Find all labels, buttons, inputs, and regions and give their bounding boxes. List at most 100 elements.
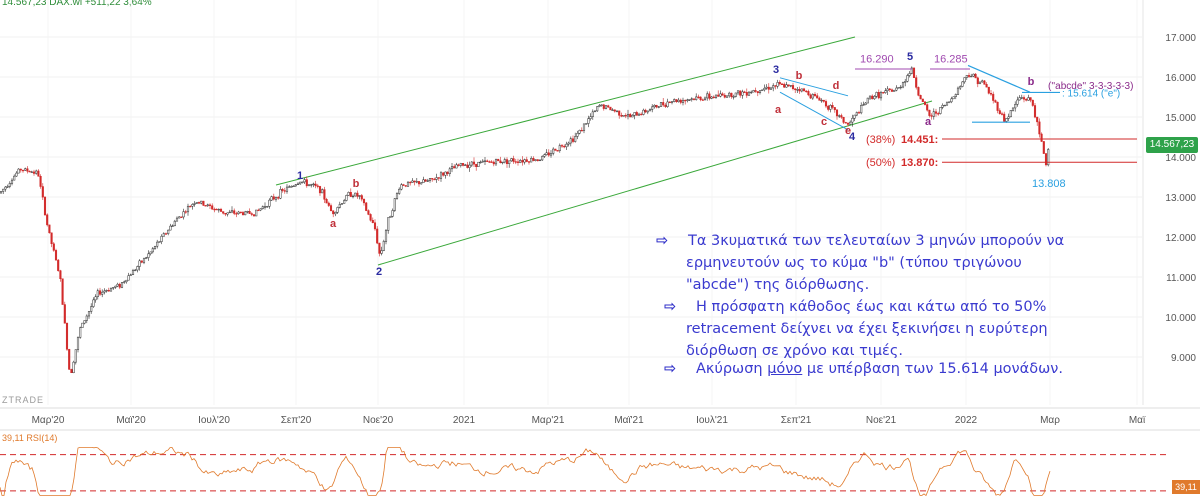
candle-body xyxy=(112,287,115,289)
candle-body xyxy=(686,99,689,101)
candle-body xyxy=(765,86,768,89)
candle-body xyxy=(846,122,850,125)
candle-body xyxy=(123,281,126,283)
y-tick-label: 15.000 xyxy=(1165,113,1196,124)
candle-body xyxy=(501,161,504,164)
candle-body xyxy=(371,220,374,223)
candle-body xyxy=(879,92,883,99)
peak-label: 16.285 xyxy=(934,54,968,66)
candle-body xyxy=(301,181,304,183)
candle-body xyxy=(536,159,539,162)
rsi-value-tag: 39,11 xyxy=(1172,480,1200,494)
candle-body xyxy=(523,159,526,163)
candle-body xyxy=(805,90,808,93)
retracement-pct-label: (50%) xyxy=(866,157,895,169)
candle-body xyxy=(644,109,647,113)
candle-body xyxy=(666,101,669,107)
candle-body xyxy=(961,81,964,87)
candle-body xyxy=(404,185,407,187)
note-1-line-1: Τα 3κυματικά των τελευταίων 3 μηνών μπορ… xyxy=(688,233,1065,249)
candle-body xyxy=(730,92,733,97)
candle-body xyxy=(191,204,194,207)
candle-body xyxy=(571,138,575,142)
candle-body xyxy=(186,205,190,213)
candle-body xyxy=(193,203,196,205)
candle-body xyxy=(818,97,821,101)
candle-body xyxy=(906,75,909,82)
candle-body xyxy=(354,192,357,197)
candle-body xyxy=(393,198,396,211)
candle-body xyxy=(508,160,511,164)
candle-body xyxy=(648,109,652,112)
candle-body xyxy=(860,105,863,114)
candle-body xyxy=(521,160,524,163)
candle-body xyxy=(437,177,440,179)
candle-body xyxy=(912,67,916,78)
candle-body xyxy=(395,193,399,199)
candle-body xyxy=(875,92,878,97)
candle-body xyxy=(334,212,337,215)
candle-body xyxy=(85,315,88,321)
candle-body xyxy=(739,90,742,96)
candle-body xyxy=(19,168,22,171)
candle-body xyxy=(415,181,418,183)
candle-body xyxy=(752,90,755,93)
candle-body xyxy=(928,109,931,116)
peak-label: 16.290 xyxy=(860,53,894,65)
candle-body xyxy=(259,208,262,211)
low-label: 13.808 xyxy=(1032,178,1066,190)
candle-body xyxy=(200,200,203,204)
candle-body xyxy=(1027,97,1030,101)
candle-body xyxy=(294,184,297,187)
candle-body xyxy=(862,104,865,106)
candle-body xyxy=(87,311,91,317)
candle-body xyxy=(1000,113,1004,115)
candle-body xyxy=(261,206,264,209)
candle-body xyxy=(794,88,797,91)
candle-body xyxy=(461,163,465,166)
candle-body xyxy=(175,217,179,222)
candle-body xyxy=(136,266,139,271)
candle-body xyxy=(514,161,517,163)
candle-body xyxy=(897,87,900,89)
candle-body xyxy=(96,290,99,297)
candle-body xyxy=(697,96,700,98)
candle-body xyxy=(719,93,722,97)
candle-body xyxy=(576,132,579,137)
candle-body xyxy=(257,209,260,212)
candle-body xyxy=(362,198,366,204)
candle-body xyxy=(750,91,753,94)
candle-body xyxy=(167,229,170,234)
candle-body xyxy=(241,212,245,216)
candle-body xyxy=(400,184,403,190)
candle-body xyxy=(109,287,113,292)
candle-body xyxy=(778,82,781,85)
candle-body xyxy=(384,230,388,242)
candle-body xyxy=(448,168,451,174)
candle-body xyxy=(105,289,108,292)
candle-body xyxy=(886,88,889,91)
candle-body xyxy=(635,112,638,116)
candle-body xyxy=(160,235,163,242)
candle-body xyxy=(996,101,999,111)
candle-body xyxy=(802,88,806,92)
candle-body xyxy=(488,161,491,163)
arrow-right-icon: ⇨ xyxy=(664,299,677,315)
candle-body xyxy=(615,110,619,112)
candle-body xyxy=(505,159,509,164)
candle-body xyxy=(13,175,16,181)
candle-body xyxy=(329,205,333,212)
candle-body xyxy=(1020,97,1023,99)
candle-body xyxy=(279,189,282,199)
note-3-pre: Ακύρωση xyxy=(696,361,768,377)
candle-body xyxy=(413,180,416,183)
candle-body xyxy=(202,200,205,206)
candle-body xyxy=(703,97,707,101)
candle-body xyxy=(677,99,680,102)
candle-body xyxy=(743,91,746,93)
candle-body xyxy=(402,184,405,186)
candle-body xyxy=(538,159,542,162)
candle-body xyxy=(939,107,942,114)
triangle-upper-line xyxy=(779,77,849,97)
